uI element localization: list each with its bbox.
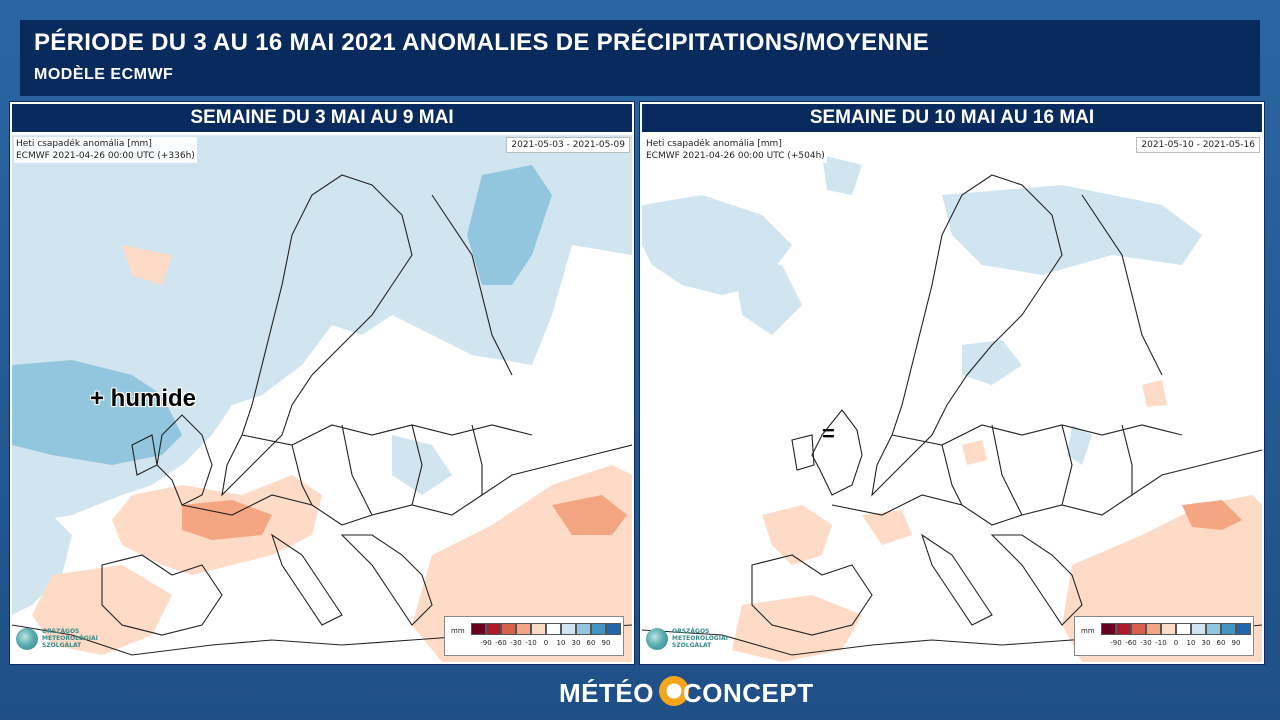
- anomaly-map-week1: Heti csapadék anomália [mm] ECMWF 2021-0…: [12, 135, 632, 662]
- legend-swatch: [1131, 623, 1146, 635]
- legend-swatch: [471, 623, 486, 635]
- legend-tick: -90: [480, 639, 492, 647]
- legend-tick: -10: [525, 639, 537, 647]
- legend-ticks: -90 -60 -30 -10 0 10 30 60 90: [471, 639, 621, 649]
- color-legend-week2: mm -90 -60 -30 -10 0 10 30: [1074, 616, 1254, 656]
- legend-tick: 30: [571, 639, 581, 647]
- legend-swatch: [1221, 623, 1236, 635]
- map-info-week1: Heti csapadék anomália [mm] ECMWF 2021-0…: [14, 137, 197, 163]
- anomaly-map-week2: Heti csapadék anomália [mm] ECMWF 2021-0…: [642, 135, 1262, 662]
- brand-part2: CONCEPT: [683, 678, 814, 708]
- omsz-line3: SZOLGÁLAT: [42, 642, 82, 649]
- header-banner: PÉRIODE DU 3 AU 16 MAI 2021 ANOMALIES DE…: [20, 20, 1260, 96]
- legend-swatch: [1161, 623, 1176, 635]
- legend-tick: 90: [1231, 639, 1241, 647]
- legend-swatch: [576, 623, 591, 635]
- legend-tick: -60: [495, 639, 507, 647]
- omsz-line1: ORSZÁGOS: [42, 628, 80, 635]
- legend-bar: [1101, 623, 1251, 635]
- legend-swatch: [501, 623, 516, 635]
- legend-swatch: [591, 623, 606, 635]
- panel-title-week2: SEMAINE DU 10 MAI AU 16 MAI: [642, 104, 1262, 132]
- legend-tick: -90: [1110, 639, 1122, 647]
- legend-tick: -30: [510, 639, 522, 647]
- legend-swatch: [531, 623, 546, 635]
- legend-tick: 0: [1173, 639, 1179, 647]
- color-legend-week1: mm -90 -60 -30 -10 0 10 30: [444, 616, 624, 656]
- map-graphic-week1: [12, 135, 632, 662]
- legend-tick: 30: [1201, 639, 1211, 647]
- legend-tick: 10: [1186, 639, 1196, 647]
- legend-tick: 10: [556, 639, 566, 647]
- sun-icon: [659, 676, 689, 706]
- omsz-line3: SZOLGÁLAT: [672, 642, 712, 649]
- omsz-logo-icon: [646, 628, 668, 650]
- legend-tick: 90: [601, 639, 611, 647]
- legend-tick: -10: [1155, 639, 1167, 647]
- omsz-line1: ORSZÁGOS: [672, 628, 710, 635]
- legend-swatch: [1176, 623, 1191, 635]
- map-panel-week1: SEMAINE DU 3 MAI AU 9 MAI: [9, 101, 635, 665]
- legend-unit: mm: [1081, 627, 1095, 635]
- date-range-week2: 2021-05-10 - 2021-05-16: [1136, 137, 1260, 153]
- legend-swatch: [1191, 623, 1206, 635]
- legend-tick: 60: [586, 639, 596, 647]
- legend-swatch: [516, 623, 531, 635]
- legend-swatch: [1116, 623, 1131, 635]
- page-subtitle: MODÈLE ECMWF: [34, 66, 174, 83]
- info-line1-week1: Heti csapadék anomália [mm]: [16, 139, 152, 149]
- map-graphic-week2: [642, 155, 1262, 662]
- legend-unit: mm: [451, 627, 465, 635]
- date-range-week1: 2021-05-03 - 2021-05-09: [506, 137, 630, 153]
- legend-bar: [471, 623, 621, 635]
- omsz-line2: METEOROLÓGIAI: [42, 635, 98, 642]
- legend-swatch: [1146, 623, 1161, 635]
- legend-tick: 60: [1216, 639, 1226, 647]
- page-title: PÉRIODE DU 3 AU 16 MAI 2021 ANOMALIES DE…: [34, 29, 930, 56]
- omsz-logo-week2: ORSZÁGOS METEOROLÓGIAI SZOLGÁLAT: [646, 626, 728, 656]
- annotation-equal: =: [822, 421, 835, 446]
- info-line2-week2: ECMWF 2021-04-26 00:00 UTC (+504h): [646, 151, 825, 161]
- legend-swatch: [486, 623, 501, 635]
- legend-swatch: [1236, 623, 1251, 635]
- omsz-logo-icon: [16, 628, 38, 650]
- legend-swatch: [1101, 623, 1116, 635]
- legend-swatch: [1206, 623, 1221, 635]
- meteo-concept-logo: MÉTÉO CONCEPT: [555, 672, 815, 714]
- legend-tick: -30: [1140, 639, 1152, 647]
- info-line2-week1: ECMWF 2021-04-26 00:00 UTC (+336h): [16, 151, 195, 161]
- panel-title-week1: SEMAINE DU 3 MAI AU 9 MAI: [12, 104, 632, 132]
- info-line1-week2: Heti csapadék anomália [mm]: [646, 139, 782, 149]
- omsz-line2: METEOROLÓGIAI: [672, 635, 728, 642]
- legend-ticks: -90 -60 -30 -10 0 10 30 60 90: [1101, 639, 1251, 649]
- legend-tick: 0: [543, 639, 549, 647]
- annotation-humide: + humide: [90, 385, 197, 412]
- map-info-week2: Heti csapadék anomália [mm] ECMWF 2021-0…: [644, 137, 827, 163]
- map-panel-week2: SEMAINE DU 10 MAI AU 16 MAI: [639, 101, 1265, 665]
- omsz-logo-week1: ORSZÁGOS METEOROLÓGIAI SZOLGÁLAT: [16, 626, 98, 656]
- legend-tick: -60: [1125, 639, 1137, 647]
- brand-part1: MÉTÉO: [559, 678, 654, 708]
- legend-swatch: [561, 623, 576, 635]
- legend-swatch: [546, 623, 561, 635]
- legend-swatch: [606, 623, 621, 635]
